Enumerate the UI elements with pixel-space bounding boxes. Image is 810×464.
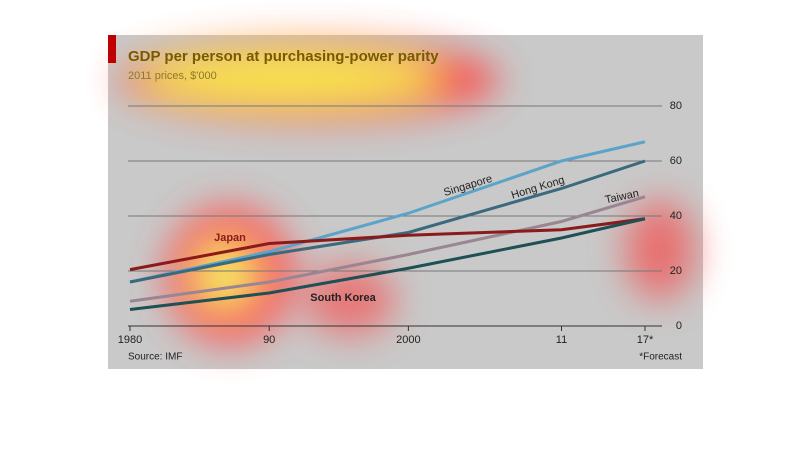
y-tick-label: 0 (676, 320, 682, 332)
y-tick-label: 60 (670, 155, 682, 167)
x-tick-label: 17* (637, 334, 654, 346)
series-line (129, 195, 646, 303)
x-tick-label: 2000 (396, 334, 420, 346)
y-tick-label: 80 (670, 100, 682, 112)
series-line (129, 140, 646, 284)
chart-title: GDP per person at purchasing-power parit… (128, 48, 439, 65)
series-label: Japan (214, 232, 246, 244)
y-tick-label: 40 (670, 210, 682, 222)
series-line (129, 217, 646, 311)
source: Source: IMF (128, 352, 182, 363)
x-tick-label: 11 (556, 334, 567, 346)
note: *Forecast (639, 352, 682, 363)
chart-subtitle: 2011 prices, $'000 (128, 70, 217, 82)
y-tick-label: 20 (670, 265, 682, 277)
x-tick-label: 1980 (118, 334, 142, 346)
series-line (129, 217, 646, 272)
x-tick-label: 90 (263, 334, 275, 346)
series-line (129, 159, 646, 284)
series-label: South Korea (310, 292, 376, 304)
title-accent (108, 35, 116, 63)
